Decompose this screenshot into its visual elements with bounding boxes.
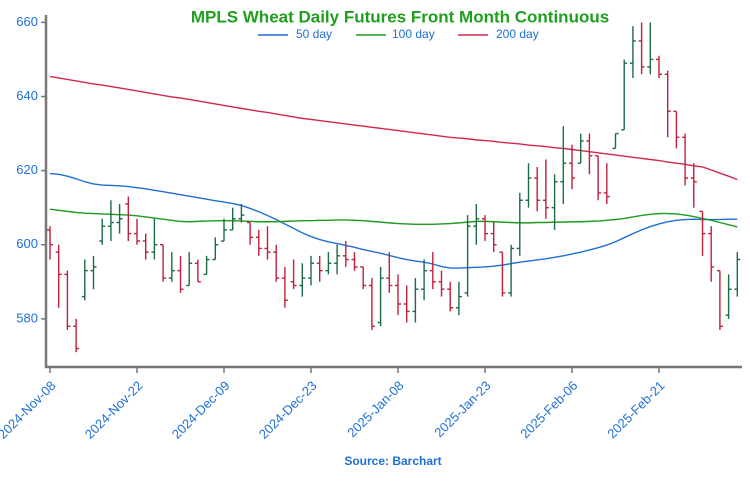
- source-note: Source: Barchart: [344, 454, 441, 468]
- y-tick-label: 580: [16, 310, 38, 325]
- x-tick-label: 2024-Dec-23: [256, 378, 320, 442]
- x-tick-label: 2025-Feb-21: [604, 378, 667, 441]
- chart-title: MPLS Wheat Daily Futures Front Month Con…: [191, 7, 609, 26]
- y-tick-label: 660: [16, 14, 38, 29]
- moving-average-line: [49, 208, 738, 228]
- x-tick-label: 2025-Jan-23: [431, 378, 493, 440]
- legend-label: 50 day: [296, 27, 332, 41]
- x-tick-label: 2024-Nov-22: [82, 378, 146, 442]
- x-tick-label: 2025-Jan-08: [344, 378, 406, 440]
- y-tick-label: 600: [16, 236, 38, 251]
- moving-average-line: [49, 172, 738, 269]
- moving-average-line: [49, 75, 738, 181]
- legend: 50 day 100 day 200 day: [258, 27, 539, 41]
- legend-label: 100 day: [392, 27, 435, 41]
- x-tick-label: 2024-Nov-08: [0, 378, 59, 442]
- x-tick-label: 2024-Dec-09: [169, 378, 233, 442]
- legend-label: 200 day: [496, 27, 539, 41]
- y-tick-label: 620: [16, 162, 38, 177]
- y-tick-label: 640: [16, 88, 38, 103]
- x-tick-label: 2025-Feb-06: [517, 378, 580, 441]
